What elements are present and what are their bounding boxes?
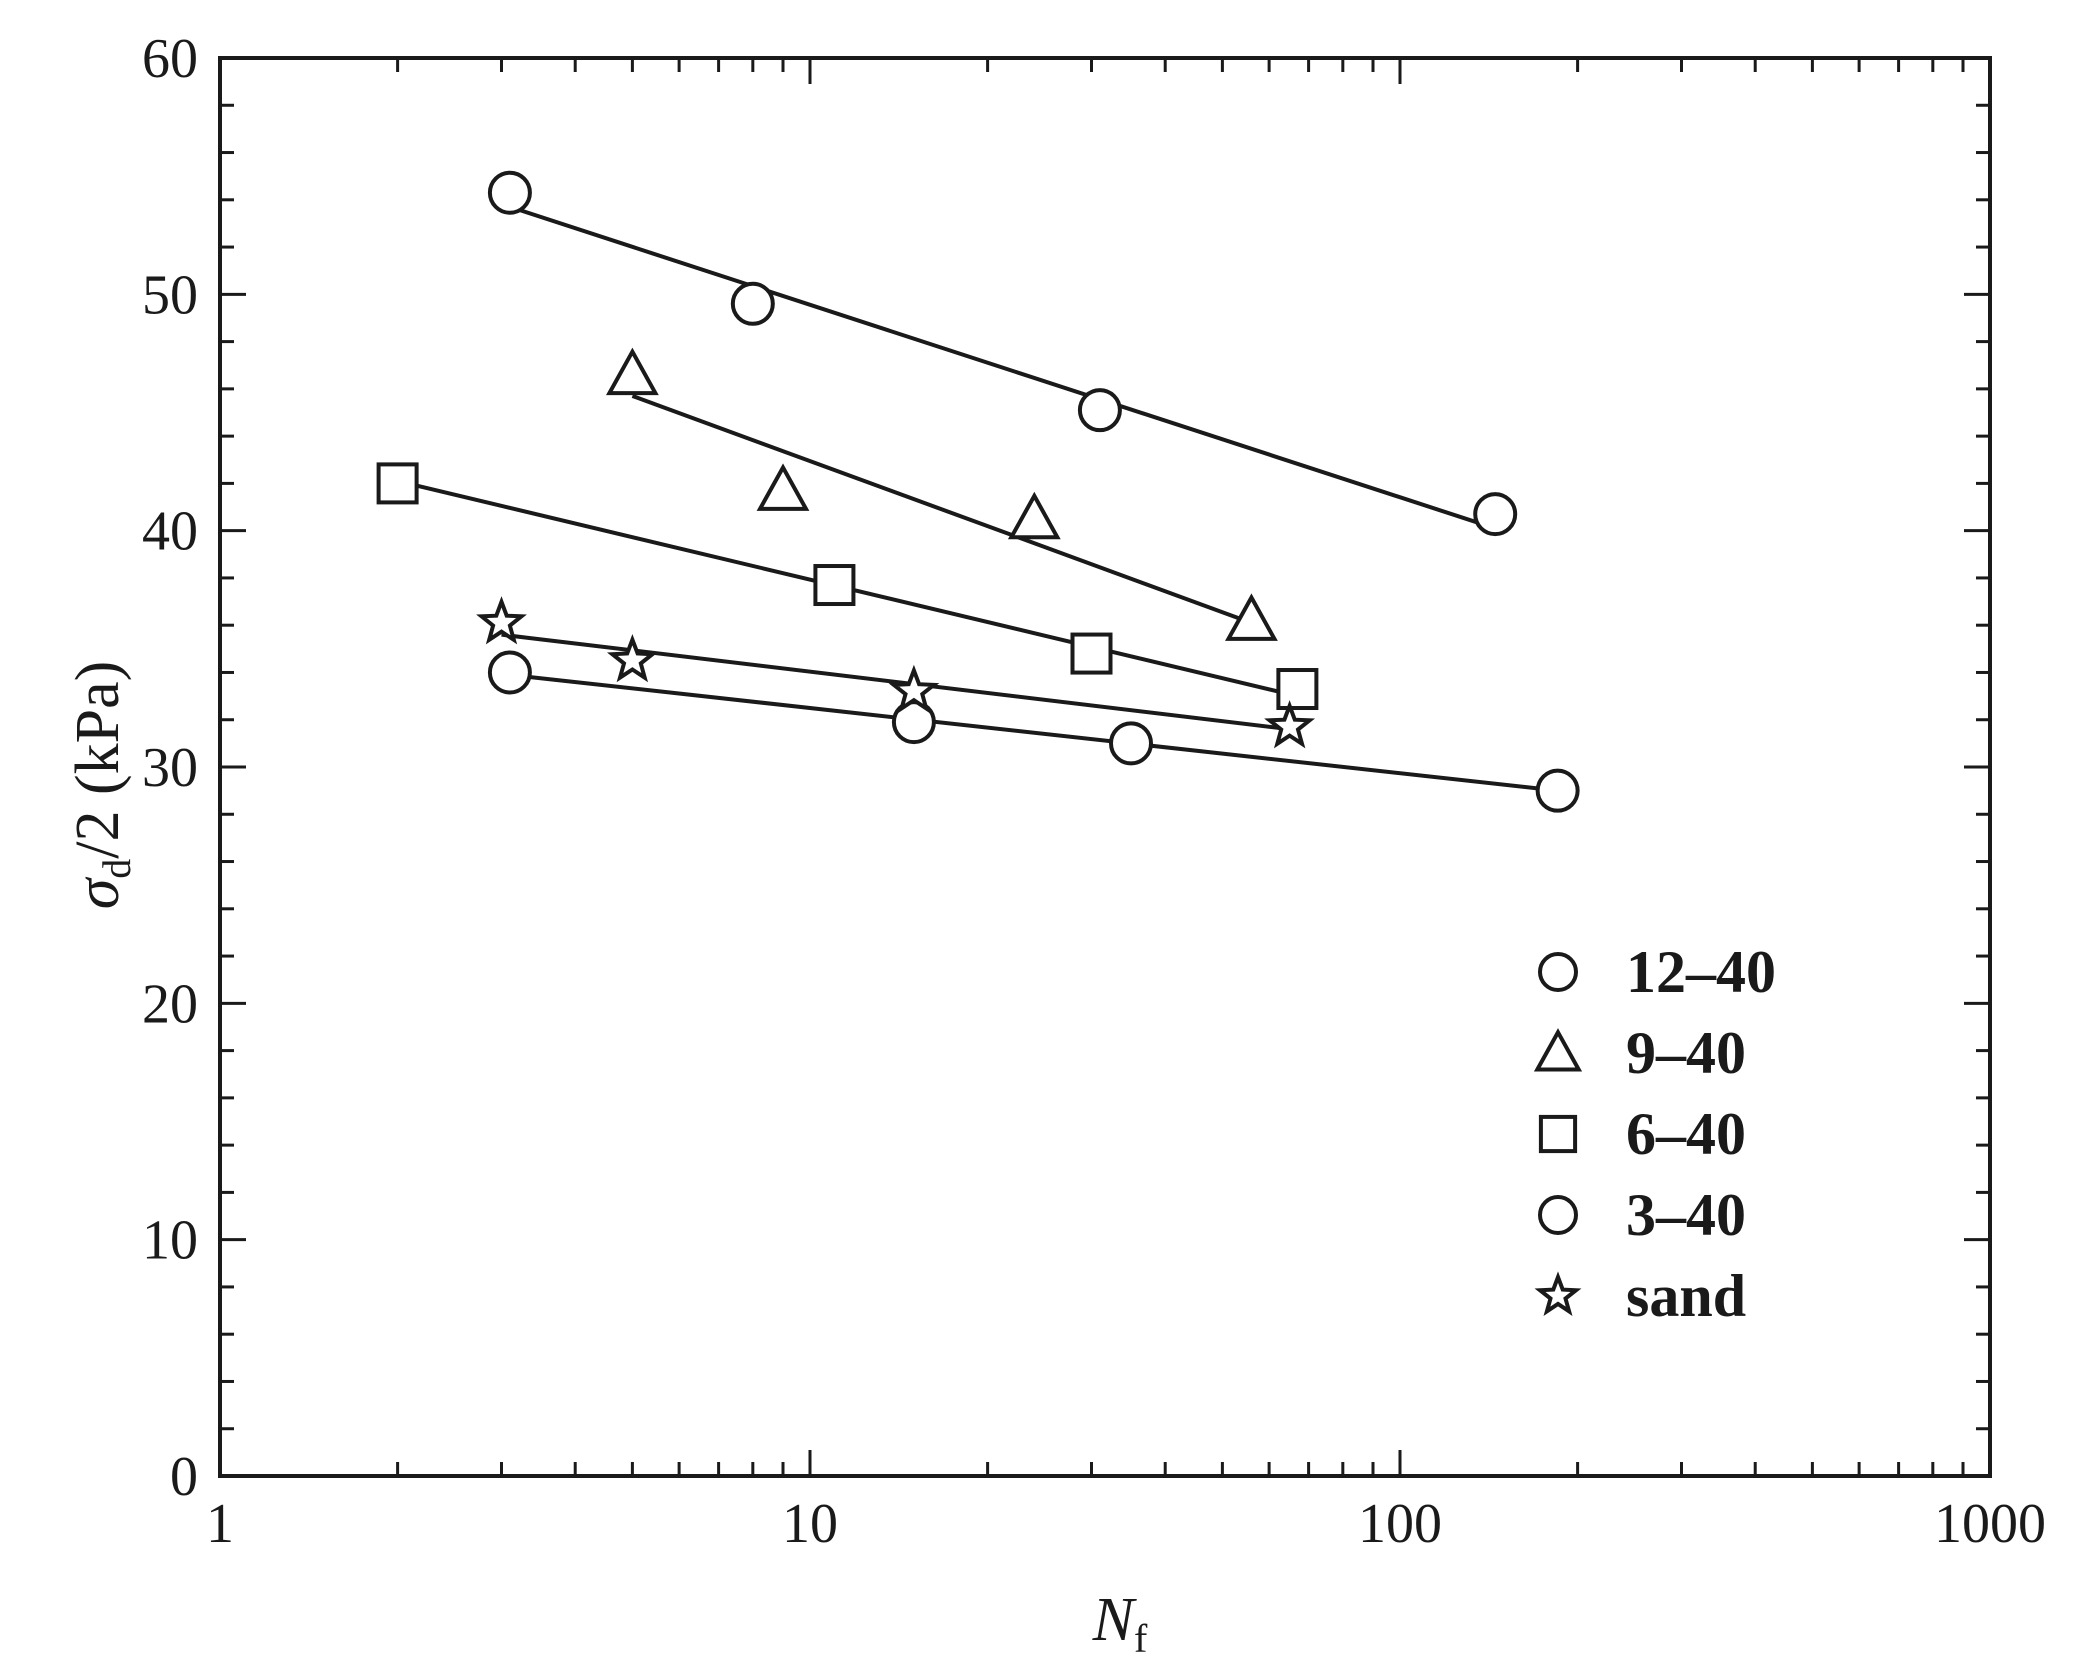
axes [218,56,1992,1478]
y-tick-label: 30 [142,737,198,799]
fit-line-series-4 [509,672,1558,793]
fit-lines [397,204,1558,793]
y-tick-label: 60 [142,28,198,90]
legend-marker-series-3 [1538,1114,1578,1154]
x-tick-label: 100 [1358,1493,1442,1555]
tick-labels: 0 10 20 30 40 50 60 1 10 100 1000 [142,28,2046,1555]
data-point-series-4 [1109,721,1154,766]
legend-label-series-1: 12–40 [1626,939,1776,1005]
y-tick-label: 20 [142,973,198,1035]
data-point-series-1 [487,170,532,215]
data-markers [376,170,1580,813]
y-axis-title: σd/2 (kPa) [64,661,139,910]
data-point-series-1 [730,281,775,326]
x-axis-title-main: N [1092,1586,1138,1654]
data-point-series-5 [476,596,527,645]
legend-label-series-4: 3–40 [1626,1182,1746,1248]
fit-line-series-2 [631,394,1253,625]
legend-label-series-3: 6–40 [1626,1101,1746,1167]
data-point-series-4 [1535,768,1580,813]
data-point-series-2 [756,463,810,511]
fit-line-series-1 [509,204,1496,531]
data-point-series-3 [1070,632,1113,675]
legend-marker-series-5 [1534,1271,1582,1316]
y-axis-title-rest: /2 (kPa) [64,661,132,859]
data-point-series-2 [1225,593,1278,641]
data-point-series-2 [1007,491,1061,540]
legend-label-series-2: 9–40 [1626,1020,1746,1086]
data-point-series-3 [376,462,419,505]
y-tick-label: 10 [142,1210,198,1272]
data-point-series-2 [605,347,659,396]
x-tick-label: 1000 [1934,1493,2046,1555]
x-axis-title-sub: f [1134,1616,1148,1661]
data-point-series-3 [1276,668,1319,711]
legend: 12–40 9–40 6–40 3–40 sand [1533,939,1776,1329]
x-tick-label: 10 [782,1493,838,1555]
legend-marker-series-2 [1533,1028,1583,1072]
data-point-series-5 [888,664,940,714]
y-axis-title-sub: d [94,859,139,879]
legend-label-series-5: sand [1626,1263,1746,1329]
data-point-series-4 [487,650,532,695]
y-tick-label: 0 [170,1446,198,1508]
x-tick-label: 1 [206,1493,234,1555]
x-axis-title: Nf [1092,1586,1148,1661]
y-axis-title-main: σ [64,876,132,909]
data-point-series-5 [606,634,658,683]
y-tick-label: 50 [142,264,198,326]
legend-marker-series-1 [1538,952,1578,992]
legend-marker-series-4 [1538,1195,1578,1235]
data-point-series-1 [1473,492,1518,537]
data-point-series-1 [1077,388,1122,433]
data-point-series-5 [1264,700,1316,749]
data-point-series-3 [813,564,856,607]
y-tick-label: 40 [142,501,198,563]
